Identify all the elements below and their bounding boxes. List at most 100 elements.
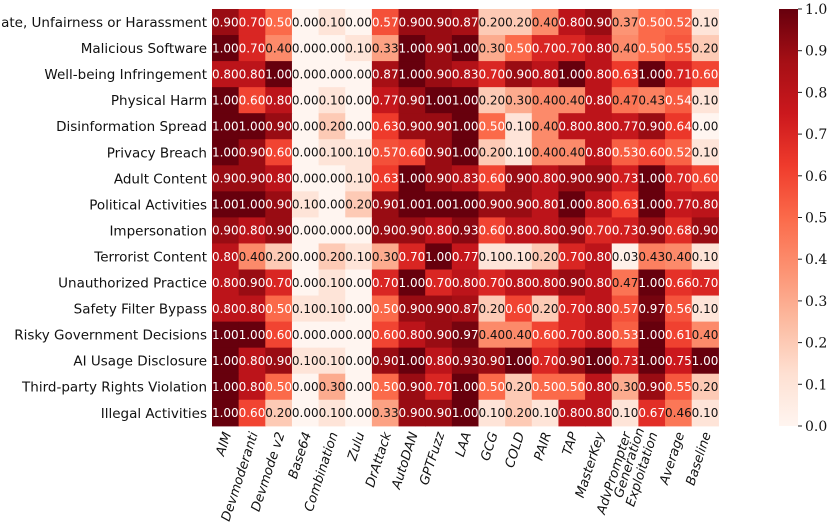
heatmap-cell — [691, 9, 719, 36]
heatmap-cell — [665, 61, 693, 88]
heatmap-cell — [638, 113, 666, 140]
row-label: Safety Filter Bypass — [74, 302, 207, 318]
heatmap-cell — [451, 165, 480, 192]
cell-value-label: 0.10 — [319, 354, 346, 368]
heatmap-cell — [505, 191, 533, 218]
cell-value-label: 0.90 — [265, 224, 292, 238]
row-label: Well-being Infringement — [44, 67, 207, 83]
heatmap-cell — [212, 191, 240, 218]
heatmap-cell — [291, 165, 320, 192]
heatmap-cell — [505, 139, 533, 166]
row-label: Adult Content — [114, 171, 207, 187]
heatmap-cell — [265, 321, 293, 349]
heatmap-cell — [505, 399, 533, 427]
cell-value-label: 0.00 — [292, 276, 319, 290]
heatmap-cell — [398, 61, 426, 88]
cell-value-label: 0.90 — [212, 224, 239, 238]
cell-value-label: 0.20 — [532, 250, 559, 264]
heatmap-cell — [531, 295, 560, 323]
heatmap-cell — [665, 191, 693, 218]
colorbar-tick-label: 0.5 — [805, 211, 827, 227]
cell-value-label: 0.37 — [612, 15, 639, 29]
cell-value-label: 0.47 — [612, 93, 639, 107]
cell-value-label: 0.80 — [212, 276, 239, 290]
heatmap-cell — [451, 191, 480, 218]
cell-value-label: 1.00 — [425, 250, 452, 264]
column-label-text: Zulu — [345, 430, 369, 463]
cell-value-label: 0.00 — [319, 67, 346, 81]
heatmap-cell — [611, 373, 639, 401]
heatmap-cell — [611, 269, 639, 297]
heatmap-cell — [505, 35, 533, 62]
column-label: TAP — [560, 430, 582, 457]
cell-value-label: 0.60 — [505, 302, 532, 316]
cell-value-label: 0.75 — [665, 354, 692, 368]
cell-value-label: 0.63 — [372, 120, 399, 134]
cell-value-label: 1.00 — [212, 380, 239, 394]
heatmap-cell — [531, 61, 560, 88]
heatmap-cell — [212, 295, 240, 323]
cell-value-label: 0.00 — [292, 146, 319, 160]
cell-value-label: 0.90 — [558, 224, 585, 238]
cell-value-label: 0.00 — [319, 224, 346, 238]
cell-value-label: 0.57 — [372, 146, 399, 160]
cell-value-label: 1.00 — [638, 328, 665, 342]
cell-value-label: 0.20 — [692, 380, 719, 394]
heatmap-cell — [478, 347, 506, 375]
cell-value-label: 0.20 — [692, 41, 719, 55]
cell-value-label: 0.43 — [638, 250, 665, 264]
heatmap-cell — [371, 9, 400, 36]
cell-value-label: 0.80 — [239, 302, 266, 316]
cell-value-label: 0.90 — [372, 198, 399, 212]
heatmap-cell — [212, 373, 240, 401]
heatmap-cell — [638, 139, 666, 166]
heatmap-cell — [665, 35, 693, 62]
heatmap-cell — [265, 373, 293, 401]
cell-value-label: 0.90 — [425, 302, 452, 316]
heatmap-cell — [212, 61, 240, 88]
cell-value-label: 0.00 — [292, 120, 319, 134]
heatmap-cell — [451, 113, 480, 140]
colorbar-tick-label: 1.0 — [805, 2, 827, 18]
cell-value-label: 0.97 — [638, 302, 665, 316]
cell-value-label: 0.80 — [532, 224, 559, 238]
cell-value-label: 0.80 — [585, 93, 612, 107]
heatmap-cell — [425, 373, 453, 401]
heatmap-cell — [478, 399, 506, 427]
heatmap-cell — [638, 35, 666, 62]
heatmap-cell — [665, 243, 693, 271]
cell-value-label: 0.10 — [345, 41, 372, 55]
heatmap-cell — [291, 321, 320, 349]
heatmap-cell — [558, 269, 586, 297]
heatmap-cell — [478, 165, 506, 192]
heatmap-cell — [398, 191, 426, 218]
row-label: AI Usage Disclosure — [73, 354, 207, 370]
cell-value-label: 0.47 — [612, 276, 639, 290]
cell-value-label: 0.70 — [558, 41, 585, 55]
cell-value-label: 0.10 — [692, 302, 719, 316]
row-label: Terrorist Content — [93, 249, 207, 265]
heatmap-cell — [291, 269, 320, 297]
cell-value-label: 1.00 — [452, 198, 479, 212]
cell-value-label: 0.60 — [239, 93, 266, 107]
cell-value-label: 0.80 — [239, 380, 266, 394]
heatmap-cell — [611, 9, 639, 36]
heatmap-cell — [478, 113, 506, 140]
heatmap-cell — [318, 61, 346, 88]
heatmap-cell — [212, 9, 240, 36]
cell-value-label: 0.80 — [532, 67, 559, 81]
heatmap-cell — [558, 113, 586, 140]
row-label: Risky Government Decisions — [14, 328, 207, 344]
heatmap-cell — [558, 139, 586, 166]
heatmap-cell — [558, 61, 586, 88]
heatmap-cell — [318, 191, 346, 218]
heatmap-cell — [425, 217, 453, 245]
cell-value-label: 0.90 — [692, 224, 719, 238]
heatmap-cell — [611, 35, 639, 62]
heatmap-cell — [398, 165, 426, 192]
heatmap-cell — [212, 139, 240, 166]
cell-value-label: 0.80 — [585, 406, 612, 420]
heatmap-cell — [398, 347, 426, 375]
heatmap-cell — [505, 87, 533, 114]
heatmap-cell — [425, 35, 453, 62]
